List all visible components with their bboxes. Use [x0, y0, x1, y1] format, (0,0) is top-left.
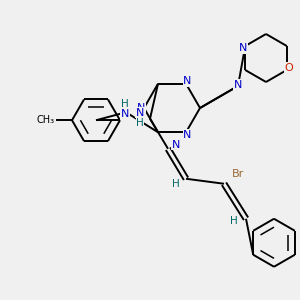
- Text: N: N: [239, 43, 248, 53]
- Text: N: N: [137, 103, 146, 113]
- Text: N: N: [234, 80, 242, 90]
- Text: N: N: [121, 109, 129, 119]
- Text: H: H: [230, 216, 238, 226]
- Text: N: N: [172, 140, 180, 150]
- Text: O: O: [284, 63, 293, 73]
- Text: H: H: [121, 99, 129, 109]
- Text: N: N: [183, 130, 192, 140]
- Text: H: H: [172, 179, 180, 189]
- Text: H: H: [136, 118, 144, 128]
- Text: N: N: [136, 108, 144, 118]
- Text: N: N: [183, 76, 192, 86]
- Text: Br: Br: [232, 169, 244, 179]
- Text: CH₃: CH₃: [37, 115, 55, 125]
